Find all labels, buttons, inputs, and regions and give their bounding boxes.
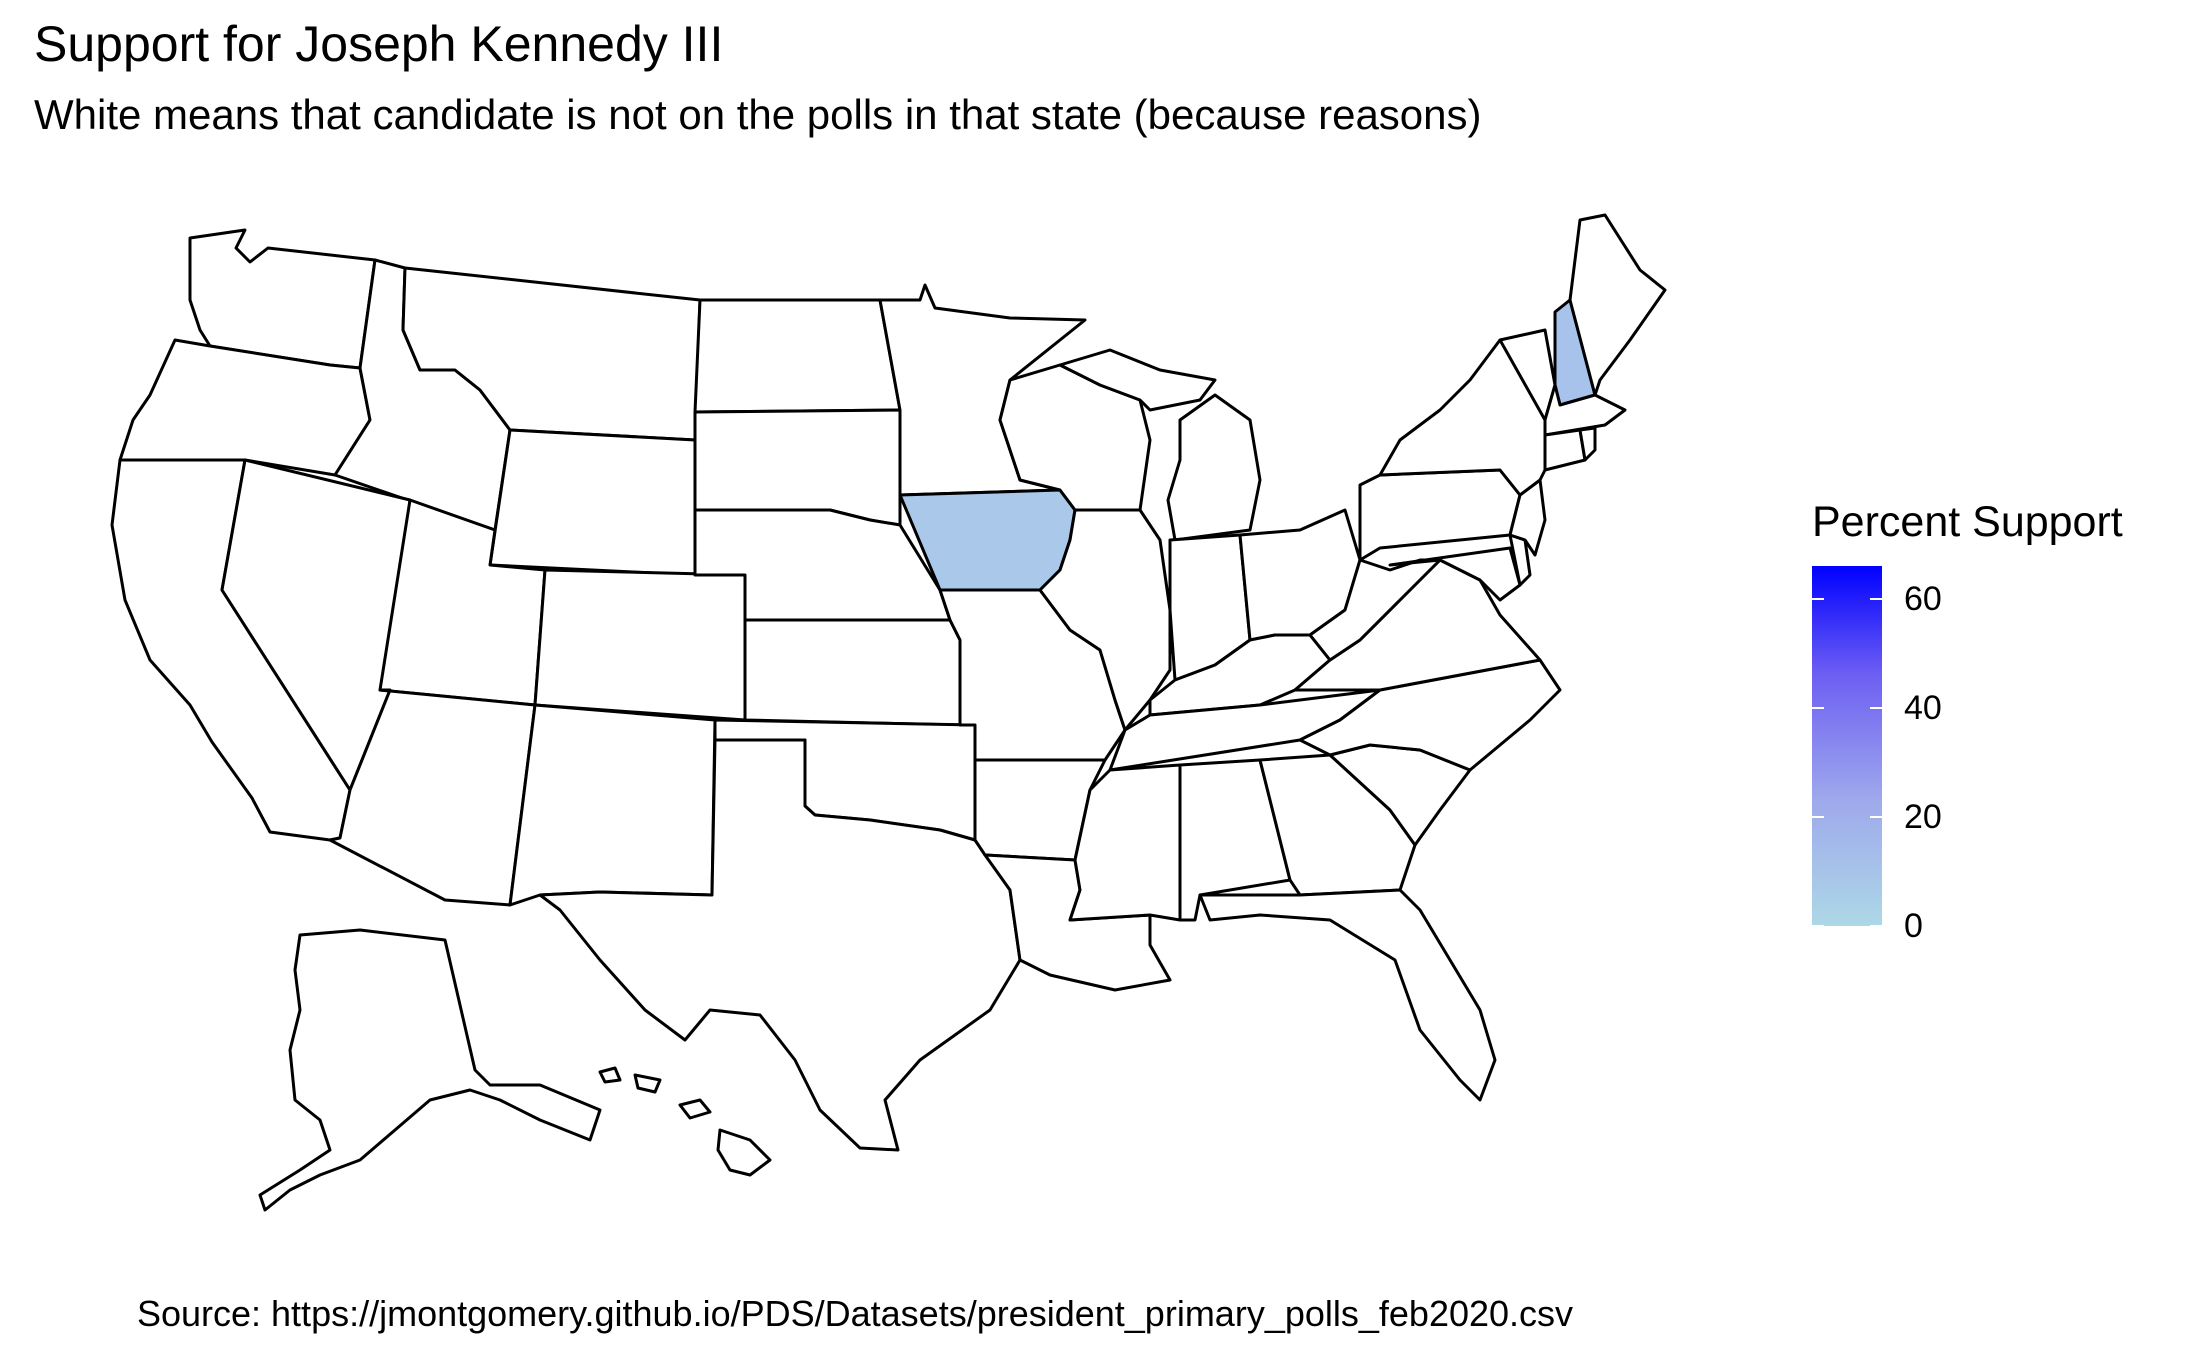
- state-hawaii-oahu: [633, 1073, 662, 1094]
- state-north-dakota: [693, 298, 902, 414]
- chart-title: Support for Joseph Kennedy III: [34, 16, 724, 72]
- state-kansas: [743, 618, 962, 727]
- chart-subtitle: White means that candidate is not on the…: [34, 91, 1482, 138]
- chart-caption: Source: https://jmontgomery.github.io/PD…: [136, 1293, 1574, 1334]
- legend-tick-mark: [1812, 815, 1824, 818]
- state-alaska: [258, 928, 602, 1212]
- state-pennsylvania: [1358, 468, 1522, 562]
- state-connecticut: [1543, 428, 1587, 472]
- state-rhode-island: [1578, 426, 1597, 462]
- legend-tick-mark: [1812, 597, 1824, 600]
- state-mississippi: [1068, 763, 1182, 922]
- state-new-mexico: [508, 703, 717, 907]
- legend-tick-mark: [1870, 925, 1882, 927]
- state-illinois: [1038, 508, 1172, 732]
- state-hawaii-maui: [678, 1098, 712, 1120]
- legend-tick-label: 0: [1904, 907, 1923, 945]
- legend-tick-mark: [1870, 706, 1882, 709]
- state-michigan-upper: [1058, 348, 1217, 412]
- state-maine: [1568, 213, 1667, 397]
- legend-title: Percent Support: [1812, 498, 2123, 546]
- legend-tick-label: 60: [1904, 579, 1942, 618]
- legend-tick-mark: [1812, 706, 1824, 709]
- state-hawaii-kauai: [598, 1066, 622, 1084]
- legend-tick-mark: [1812, 925, 1824, 927]
- state-wyoming: [488, 428, 697, 577]
- state-maryland: [1388, 546, 1522, 602]
- legend-tick-mark: [1870, 597, 1882, 600]
- state-texas: [538, 738, 1022, 1152]
- legend-tick-label: 20: [1904, 797, 1942, 836]
- state-florida: [1198, 888, 1497, 1102]
- legend-tick-mark: [1870, 815, 1882, 818]
- state-hawaii-big: [716, 1128, 772, 1177]
- state-michigan-lower: [1166, 393, 1262, 542]
- state-south-dakota: [693, 408, 902, 527]
- legend-tick-label: 40: [1904, 688, 1942, 727]
- state-west-virginia: [1308, 558, 1442, 662]
- legend-color-bar: [1812, 566, 1882, 926]
- state-colorado: [533, 568, 747, 722]
- state-north-carolina: [1298, 658, 1562, 772]
